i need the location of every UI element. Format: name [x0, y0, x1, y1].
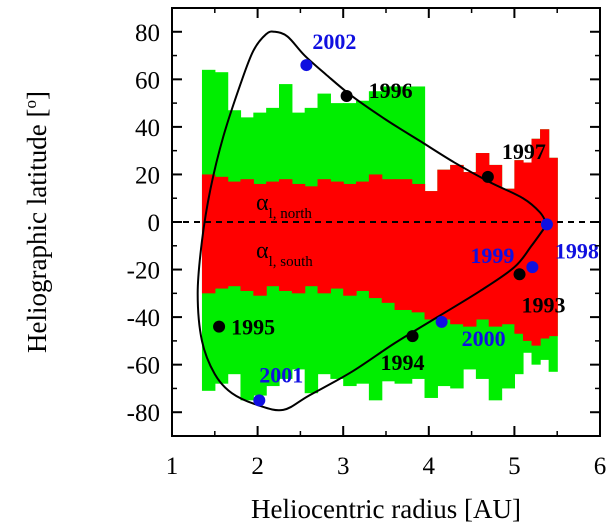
red-band-segment-17: [424, 191, 438, 320]
red-band-segment-19: [450, 164, 464, 325]
y-tick-label-0: 0: [148, 210, 161, 237]
x-tick-label-1: 1: [166, 453, 179, 480]
y-axis-title-sup: o: [21, 100, 40, 109]
y-tick-label--20: -20: [127, 258, 160, 285]
red-band-segment-18: [437, 169, 451, 320]
red-band-segment-11: [343, 183, 357, 296]
red-band-segment-10: [330, 181, 344, 289]
y-axis-title-end: ]: [22, 91, 52, 100]
x-axis-title: Heliocentric radius [AU]: [251, 494, 521, 524]
axis-tick-labels: 1 2 3 4 5 6 80 60 40 20 0 -20 -40 -60 -80: [127, 20, 607, 480]
point-label-1994: 1994: [381, 350, 425, 375]
y-axis-title-main: Heliographic latitude [: [22, 109, 52, 353]
point-label-2000: 2000: [462, 326, 506, 351]
y-tick-label-40: 40: [135, 115, 160, 142]
x-tick-label-3: 3: [337, 453, 350, 480]
point-label-1993: 1993: [522, 292, 566, 317]
red-band-segment-0: [201, 174, 216, 294]
red-band-segment-5: [266, 181, 280, 287]
point-label-1997: 1997: [502, 139, 546, 164]
alpha-south-label: αl, south: [256, 238, 313, 270]
y-tick-label--80: -80: [127, 400, 160, 427]
orbit-points: [213, 59, 553, 407]
point-1997: [481, 170, 494, 183]
alpha-south-sub: l, south: [269, 254, 314, 270]
red-band-segment-27: [540, 129, 550, 339]
alpha-north-main: α: [256, 190, 269, 216]
point-2002: [300, 59, 313, 72]
y-tick-label--60: -60: [127, 353, 160, 380]
red-band-segment-2: [227, 181, 242, 287]
y-tick-label-20: 20: [135, 162, 160, 189]
point-label-2002: 2002: [312, 29, 356, 54]
red-band-segment-24: [514, 160, 524, 334]
red-band-segment-26: [531, 138, 541, 346]
red-band-segment-8: [304, 186, 319, 287]
red-band-segment-13: [368, 174, 383, 299]
red-band-segment-14: [381, 179, 396, 303]
red-band-segment-20: [463, 172, 477, 327]
point-2001: [253, 394, 266, 407]
red-band-segment-6: [279, 179, 293, 291]
point-label-1999: 1999: [470, 243, 514, 268]
axis-ticks: [171, 7, 601, 437]
red-band-segment-4: [253, 183, 267, 296]
point-label-1998: 1998: [555, 238, 599, 263]
x-tick-label-2: 2: [251, 453, 264, 480]
point-1993: [513, 268, 526, 281]
y-tick-label-60: 60: [135, 67, 160, 94]
alpha-north-sub: l, north: [269, 206, 313, 222]
red-band-segment-3: [240, 179, 254, 291]
alpha-south-main: α: [256, 238, 269, 264]
point-1998: [540, 218, 553, 231]
point-1996: [340, 89, 353, 102]
red-band-segment-9: [317, 179, 331, 294]
y-tick-label--40: -40: [127, 305, 160, 332]
red-band-segment-22: [488, 164, 503, 327]
x-tick-label-4: 4: [423, 453, 436, 480]
x-tick-label-5: 5: [508, 453, 521, 480]
red-band-segment-7: [291, 183, 306, 294]
point-labels: 2002 1996 1997 1998 1999 1993 2000 1994 1995 2001: [231, 29, 599, 387]
y-tick-label-80: 80: [135, 20, 160, 47]
orbit-path: [196, 30, 548, 412]
red-band-segment-12: [356, 181, 370, 291]
red-band-segment-21: [475, 153, 490, 320]
latitude-bands: [201, 69, 558, 401]
point-1995: [213, 320, 226, 333]
y-axis-title: Heliographic latitude [o]: [21, 91, 52, 353]
x-tick-label-6: 6: [594, 453, 607, 480]
point-label-2001: 2001: [259, 362, 303, 387]
point-1994: [406, 330, 419, 343]
red-band-segment-16: [411, 183, 426, 313]
point-label-1995: 1995: [231, 315, 275, 340]
alpha-north-label: αl, north: [256, 190, 312, 222]
point-label-1996: 1996: [369, 78, 413, 103]
red-band-segment-1: [214, 176, 229, 289]
point-2000: [435, 315, 448, 328]
red-band-segment-28: [548, 157, 558, 337]
point-1999: [526, 261, 539, 274]
red-band-segment-15: [394, 179, 413, 310]
